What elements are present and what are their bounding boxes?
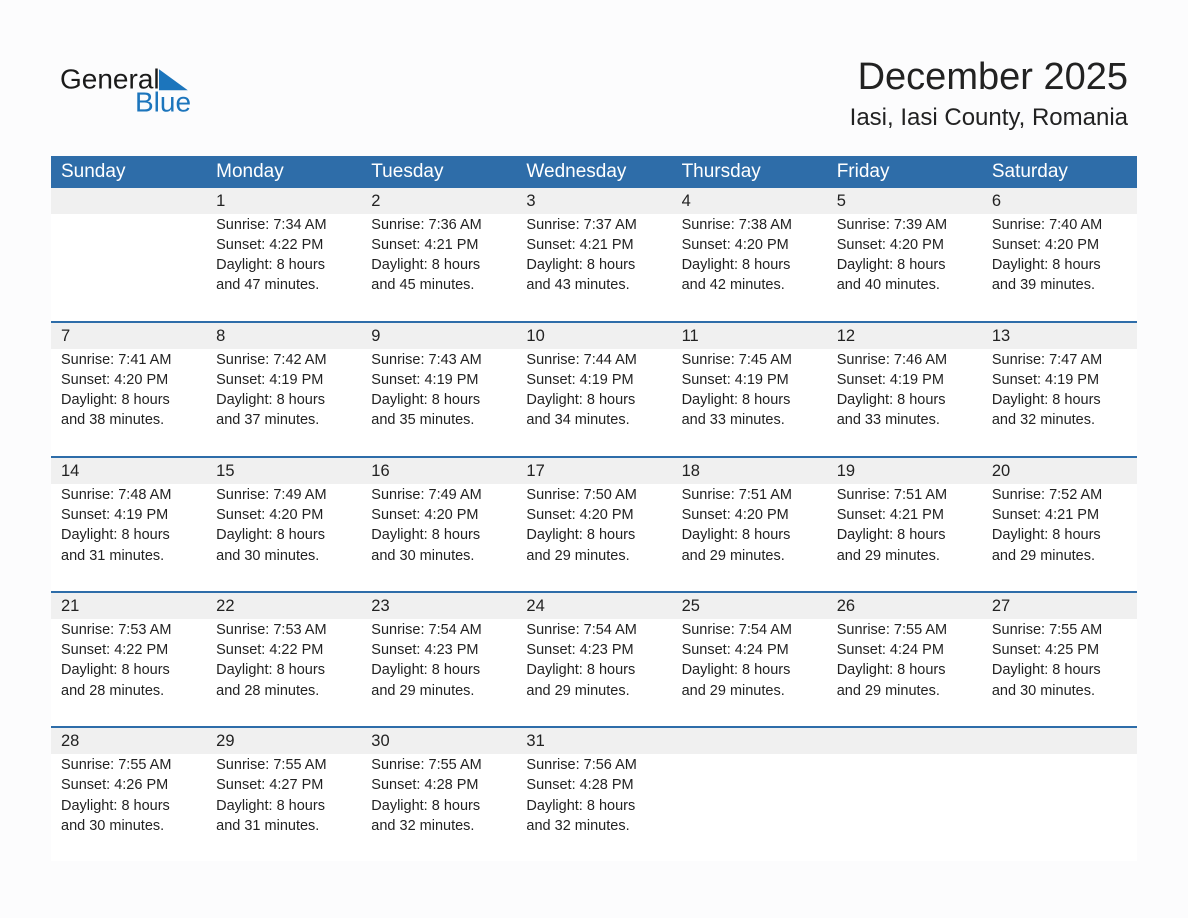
svg-text:Blue: Blue bbox=[135, 87, 191, 118]
